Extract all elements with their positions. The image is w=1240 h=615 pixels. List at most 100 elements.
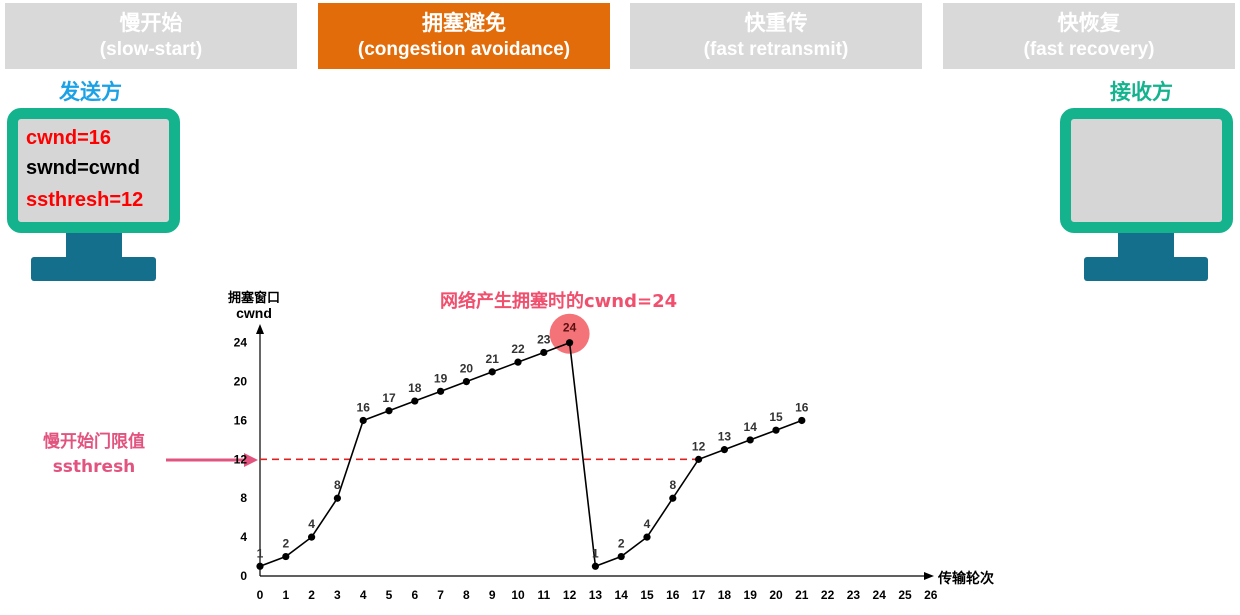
y-tick-label: 4 [240, 530, 247, 544]
data-label: 16 [357, 400, 371, 414]
x-tick-label: 14 [615, 588, 629, 602]
data-point [798, 416, 806, 425]
x-tick-label: 25 [898, 588, 912, 602]
tab-subtitle: (fast recovery) [1023, 38, 1155, 60]
threshold-arrow [166, 453, 258, 467]
data-label: 16 [795, 400, 809, 414]
x-tick-label: 19 [744, 588, 758, 602]
x-tick-label: 15 [640, 588, 654, 602]
x-tick-label: 10 [511, 588, 525, 602]
data-label: 1 [592, 546, 599, 560]
y-tick-label: 16 [234, 413, 248, 427]
x-tick-label: 2 [308, 588, 315, 602]
x-tick-label: 22 [821, 588, 835, 602]
data-label: 8 [334, 478, 341, 492]
data-point [514, 358, 522, 366]
x-tick-label: 23 [847, 588, 861, 602]
x-tick-label: 4 [360, 588, 367, 602]
data-point [591, 562, 600, 570]
data-label: 14 [744, 420, 758, 434]
x-tick-label: 13 [589, 588, 603, 602]
data-point [772, 426, 780, 434]
tab-fast-recovery[interactable]: 快恢复 (fast recovery) [943, 3, 1235, 69]
data-label: 8 [669, 478, 676, 492]
data-label: 15 [769, 410, 783, 424]
x-tick-label: 24 [873, 588, 887, 602]
x-tick-label: 1 [282, 588, 289, 602]
sender-screen [7, 108, 180, 233]
data-point [720, 446, 729, 454]
data-label: 22 [511, 342, 525, 356]
swnd-value: swnd=cwnd [26, 157, 140, 179]
y-tick-label: 0 [240, 569, 247, 583]
data-point [695, 455, 703, 463]
data-label: 2 [282, 537, 289, 551]
data-point [746, 436, 754, 444]
data-point [385, 407, 393, 415]
data-point [540, 348, 548, 357]
y-tick-label: 8 [240, 491, 247, 505]
receiver-stand-neck [1118, 233, 1174, 257]
y-axis-label-var: cwnd [236, 305, 272, 321]
threshold-label-title: 慢开始门限值 [43, 432, 145, 452]
data-point [617, 552, 625, 561]
data-label: 4 [644, 517, 651, 531]
data-label: 17 [382, 391, 396, 405]
x-tick-label: 6 [411, 588, 418, 602]
tab-fast-retransmit[interactable]: 快重传 (fast retransmit) [630, 3, 922, 69]
data-point [437, 387, 445, 395]
data-point [488, 368, 496, 376]
tab-subtitle: (fast retransmit) [703, 38, 849, 60]
y-axis-arrow [256, 324, 264, 334]
data-label: 20 [460, 362, 474, 376]
data-point [282, 552, 290, 561]
tab-slow-start[interactable]: 慢开始 (slow-start) [5, 3, 297, 69]
tab-title: 拥塞避免 [422, 10, 506, 35]
x-tick-label: 3 [334, 588, 341, 602]
data-point [669, 494, 677, 502]
receiver-stand-base [1084, 257, 1208, 281]
data-label: 23 [537, 332, 551, 346]
data-label: 24 [563, 321, 577, 335]
data-point [333, 494, 341, 502]
x-tick-label: 0 [257, 588, 264, 602]
congestion-highlight [549, 313, 590, 354]
receiver-screen [1060, 108, 1233, 233]
x-tick-label: 5 [386, 588, 393, 602]
threshold-label: 慢开始门限值 ssthresh [25, 430, 163, 480]
receiver-label: 接收方 [1110, 80, 1173, 104]
data-point [462, 378, 470, 386]
data-point [643, 533, 651, 541]
data-point [566, 339, 574, 347]
data-label: 19 [434, 371, 448, 385]
data-label: 2 [618, 537, 625, 551]
data-label: 21 [486, 352, 500, 366]
tab-title: 慢开始 [119, 10, 183, 35]
x-tick-label: 7 [437, 588, 444, 602]
data-label: 4 [308, 517, 315, 531]
x-axis-arrow [924, 572, 934, 580]
congestion-note: 网络产生拥塞时的cwnd=24 [440, 291, 678, 312]
x-tick-label: 17 [692, 588, 706, 602]
x-tick-label: 20 [769, 588, 783, 602]
sender-stand-base [31, 257, 156, 281]
y-tick-label: 20 [234, 375, 248, 389]
x-tick-label: 21 [795, 588, 809, 602]
tab-title: 快重传 [744, 10, 808, 35]
data-label: 18 [408, 381, 422, 395]
data-label: 12 [692, 439, 706, 453]
y-tick-label: 24 [234, 336, 248, 350]
tab-congestion-avoidance[interactable]: 拥塞避免 (congestion avoidance) [318, 3, 610, 69]
x-tick-label: 26 [924, 588, 938, 602]
tab-title: 快恢复 [1057, 10, 1121, 35]
x-axis-label: 传输轮次 [937, 570, 994, 586]
sender-stand-neck [66, 233, 122, 257]
tab-subtitle: (congestion avoidance) [357, 38, 571, 60]
x-tick-label: 18 [718, 588, 732, 602]
x-tick-label: 8 [463, 588, 470, 602]
sender-label: 发送方 [59, 80, 122, 104]
data-label: 13 [718, 430, 732, 444]
x-tick-label: 16 [666, 588, 680, 602]
y-axis-label-title: 拥塞窗口 [228, 290, 280, 305]
ssthresh-value: ssthresh=12 [26, 189, 144, 211]
